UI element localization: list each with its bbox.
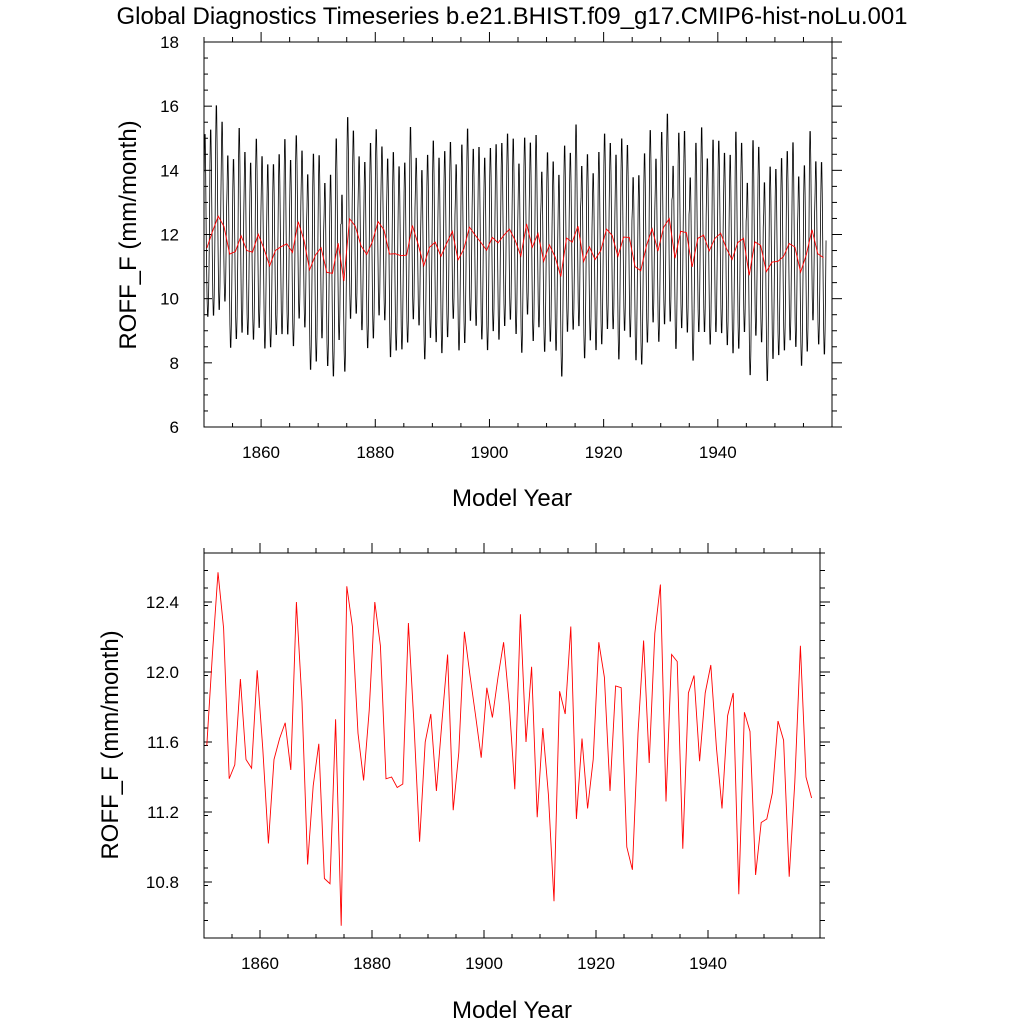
- top-series: [203, 105, 827, 381]
- y-tick-label: 12.4: [146, 593, 179, 612]
- x-tick-label: 1880: [353, 954, 391, 973]
- y-tick-label: 18: [160, 33, 179, 52]
- y-tick-label: 10: [160, 290, 179, 309]
- top-panel: 1860 1880 1900 1920 1940 6 8 10 12 14 16 18 Model …: [115, 32, 842, 512]
- x-tick-label: 1940: [699, 443, 737, 462]
- y-tick-label: 14: [160, 161, 179, 180]
- top-x-tick-labels: 1860 1880 1900 1920 1940: [242, 443, 737, 462]
- monthly-series-line: [203, 105, 827, 381]
- bottom-y-tick-labels: 10.8 11.2 11.6 12.0 12.4: [146, 593, 179, 892]
- annual-mean-series-line: [206, 215, 824, 282]
- y-tick-label: 12: [160, 226, 179, 245]
- figure-title: Global Diagnostics Timeseries b.e21.BHIS…: [116, 3, 907, 30]
- x-tick-label: 1880: [356, 443, 394, 462]
- x-tick-label: 1900: [471, 443, 509, 462]
- y-tick-label: 8: [170, 354, 179, 373]
- bottom-ticks: [203, 543, 830, 939]
- y-tick-label: 10.8: [146, 873, 179, 892]
- top-y-axis-label: ROFF_F (mm/month): [115, 120, 142, 349]
- bottom-y-axis-label: ROFF_F (mm/month): [97, 630, 124, 859]
- x-tick-label: 1920: [577, 954, 615, 973]
- x-tick-label: 1860: [241, 954, 279, 973]
- y-tick-label: 12.0: [146, 663, 179, 682]
- x-tick-label: 1900: [465, 954, 503, 973]
- x-tick-label: 1920: [585, 443, 623, 462]
- top-x-axis-label: Model Year: [452, 485, 572, 512]
- annual-mean-series-line: [206, 572, 813, 926]
- top-y-tick-labels: 6 8 10 12 14 16 18: [160, 33, 179, 437]
- y-tick-label: 16: [160, 97, 179, 116]
- bottom-panel: 1860 1880 1900 1920 1940 10.8 11.2 11.6 12.0 12.…: [97, 543, 830, 1024]
- y-tick-label: 11.6: [147, 733, 179, 752]
- x-tick-label: 1860: [242, 443, 280, 462]
- bottom-series: [206, 572, 813, 926]
- top-ticks: [203, 32, 842, 428]
- x-tick-label: 1940: [689, 954, 727, 973]
- y-tick-label: 6: [170, 418, 179, 437]
- y-tick-label: 11.2: [147, 803, 179, 822]
- bottom-x-tick-labels: 1860 1880 1900 1920 1940: [241, 954, 727, 973]
- bottom-x-axis-label: Model Year: [452, 997, 572, 1024]
